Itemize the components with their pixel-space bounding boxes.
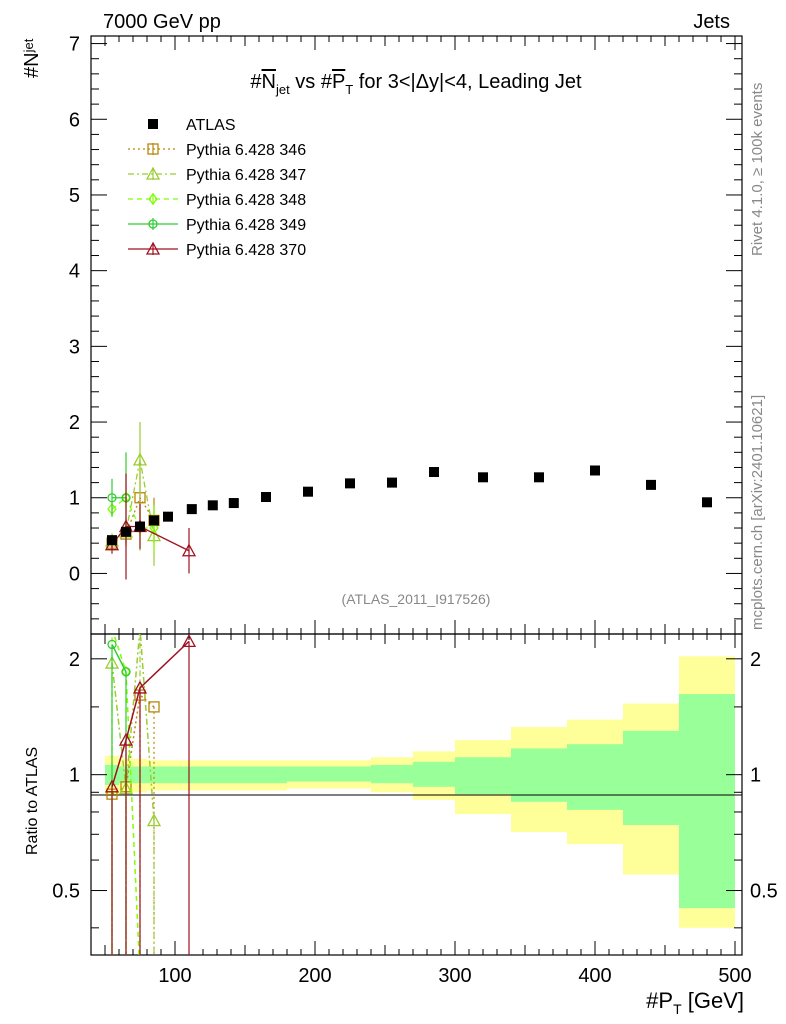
atlas-data-point xyxy=(186,504,197,515)
mc-ratio-point xyxy=(150,971,158,981)
legend-label: Pythia 6.428 349 xyxy=(186,217,306,234)
ratio-tick-label-left: 0.5 xyxy=(52,881,80,903)
chart-title: #Njet vs #PT for 3<|Δy|<4, Leading Jet xyxy=(250,71,582,97)
ratio-band-inner xyxy=(371,764,413,784)
mc-ratio-point xyxy=(134,622,146,633)
y-tick-label: 2 xyxy=(69,412,80,434)
y-tick-label: 4 xyxy=(69,261,80,283)
analysis-tag: (ATLAS_2011_I917526) xyxy=(342,591,491,607)
atlas-data-point xyxy=(429,467,439,478)
mc-ratio-group xyxy=(104,622,197,981)
atlas-data-point xyxy=(228,498,239,509)
mc-series-layer xyxy=(104,422,197,981)
legend-label: Pythia 6.428 370 xyxy=(186,242,306,259)
atlas-data-point xyxy=(135,521,145,532)
legend-label: Pythia 6.428 346 xyxy=(186,142,306,159)
y-tick-label: 6 xyxy=(69,109,80,131)
x-tick-label: 100 xyxy=(158,965,191,987)
x-tick-label: 500 xyxy=(718,965,751,987)
legend-marker xyxy=(145,166,161,180)
atlas-data-point xyxy=(387,477,397,488)
mc-ratio-line xyxy=(113,634,140,955)
ratio-tick-label-right: 2 xyxy=(750,649,761,671)
x-axis-label: #PT [GeV] xyxy=(646,988,744,1017)
ratio-plot-frame xyxy=(90,633,743,956)
mc-main-group xyxy=(104,422,197,580)
atlas-data-point xyxy=(207,500,218,511)
ratio-y-axis-label: Ratio to ATLAS xyxy=(24,747,41,855)
legend-marker xyxy=(148,219,158,229)
ratio-band-inner xyxy=(567,744,623,810)
rivet-version-label: Rivet 4.1.0, ≥ 100k events xyxy=(749,83,766,256)
atlas-data-point xyxy=(121,526,131,537)
y-tick-label: 1 xyxy=(69,488,80,510)
legend-label: Pythia 6.428 347 xyxy=(186,167,306,184)
atlas-data-point xyxy=(149,515,159,526)
x-tick-label: 200 xyxy=(298,965,331,987)
ratio-band-inner xyxy=(203,766,224,784)
mcplots-label: mcplots.cern.ch [arXiv:2401.10621] xyxy=(749,395,766,630)
legend-label-atlas: ATLAS xyxy=(186,117,236,134)
ratio-band-inner xyxy=(623,730,679,826)
atlas-data-point xyxy=(646,479,656,490)
ratio-band-inner xyxy=(455,757,511,795)
mc-point xyxy=(107,493,117,503)
atlas-data-point xyxy=(590,465,600,476)
y-tick-label: 3 xyxy=(69,336,80,358)
mc-point xyxy=(181,543,197,557)
legend-marker xyxy=(147,143,159,155)
mc-ratio-point xyxy=(136,971,144,981)
mc-series-line xyxy=(111,496,154,529)
y-tick-label: 5 xyxy=(69,185,80,207)
mc-ratio-line xyxy=(111,640,190,788)
mc-series-line xyxy=(111,525,190,552)
atlas-data-layer xyxy=(107,465,712,546)
legend-label: Pythia 6.428 348 xyxy=(186,192,306,209)
ratio-band-inner xyxy=(224,766,245,784)
atlas-data-point xyxy=(163,511,173,522)
mc-point xyxy=(132,452,148,466)
axis-ticks: 100 200 300 400 500 0 1 2 3 4 5 6 7 0.5 0.5 1 1 2 2 xyxy=(52,34,778,987)
ratio-band-inner xyxy=(413,761,455,787)
y-axis-label: #Njet xyxy=(21,38,43,78)
legend: ATLAS Pythia 6.428 346 Pythia 6.428 347 Pyt… xyxy=(128,117,306,259)
header-energy-label: 7000 GeV pp xyxy=(103,11,221,33)
x-tick-label: 400 xyxy=(578,965,611,987)
y-tick-label: 7 xyxy=(69,34,80,56)
mc-ratio-line xyxy=(111,634,155,821)
ratio-tick-label-left: 1 xyxy=(69,765,80,787)
mc-series-line xyxy=(111,459,155,542)
mc-ratio-point xyxy=(111,634,113,635)
atlas-data-point xyxy=(478,472,488,483)
atlas-data-point xyxy=(107,535,117,546)
atlas-data-point xyxy=(303,486,313,497)
atlas-data-point xyxy=(261,491,271,502)
ratio-tick-label-right: 0.5 xyxy=(750,881,778,903)
ratio-tick-label-right: 1 xyxy=(750,765,761,787)
ratio-tick-label-left: 2 xyxy=(69,649,80,671)
ratio-band-inner xyxy=(511,748,567,802)
y-tick-label: 0 xyxy=(69,563,80,585)
legend-marker xyxy=(148,192,158,206)
ratio-band-inner xyxy=(161,766,175,784)
ratio-band-inner xyxy=(287,766,329,782)
ratio-band-inner xyxy=(245,766,287,784)
atlas-data-point xyxy=(345,478,355,489)
ratio-band-inner xyxy=(147,766,161,784)
legend-marker-atlas xyxy=(148,119,158,129)
ratio-band-inner xyxy=(329,766,371,782)
atlas-data-point xyxy=(702,497,712,508)
header-process-label: Jets xyxy=(693,11,730,33)
ratio-uncertainty-bands xyxy=(105,656,735,928)
atlas-data-point xyxy=(534,472,544,483)
mc-ratio-line xyxy=(111,644,127,673)
mc-series-line xyxy=(111,496,155,544)
x-tick-label: 300 xyxy=(438,965,471,987)
legend-marker xyxy=(145,241,161,255)
ratio-band-inner xyxy=(679,694,735,909)
